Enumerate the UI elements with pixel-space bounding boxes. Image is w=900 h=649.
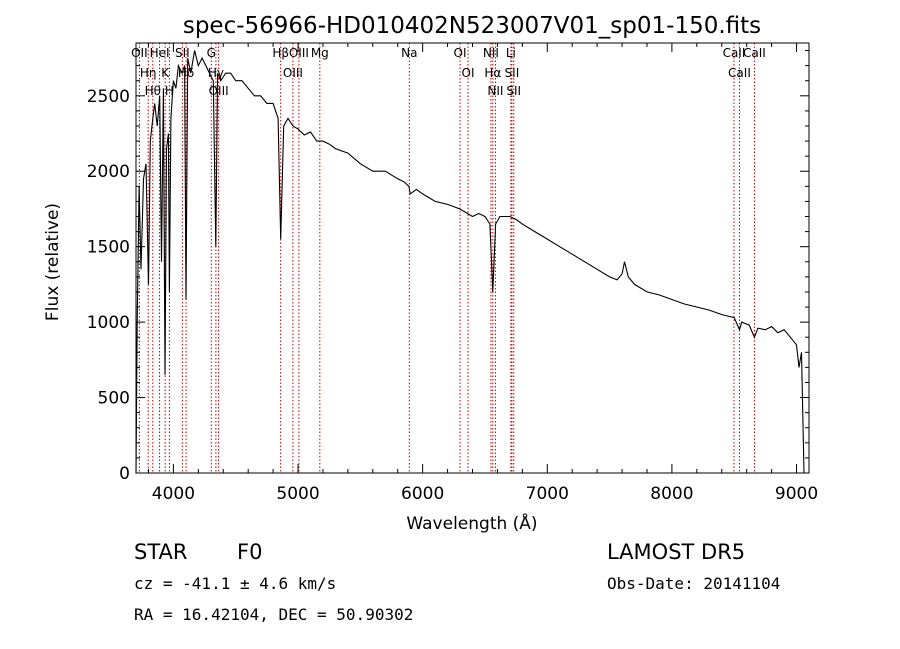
- spectral-line-label: CaII: [728, 66, 751, 80]
- spectrum-series-line: [135, 50, 805, 474]
- x-tick-label: 8000: [650, 484, 693, 504]
- object-subclass: F0: [237, 540, 262, 564]
- spectral-line-label: OII: [131, 46, 148, 60]
- plot-frame: [135, 42, 810, 474]
- y-axis-label: Flux (relative): [43, 203, 63, 321]
- spectral-line-label: SII: [175, 46, 190, 60]
- spectral-line-label: NII: [483, 46, 499, 60]
- spectral-line-label: OIII: [289, 46, 309, 60]
- x-tick-label: 4000: [152, 484, 195, 504]
- spectral-line-markers: [138, 43, 755, 473]
- obs-date: Obs-Date: 20141104: [607, 574, 780, 593]
- y-tick-label: 2500: [87, 87, 130, 107]
- spectral-line-label: Mg: [311, 46, 329, 60]
- spectral-line-label: Hη: [140, 66, 157, 80]
- x-axis-label: Wavelength (Å): [406, 512, 537, 534]
- spectral-line-label: CaII: [723, 46, 746, 60]
- spectral-line-label: SII: [505, 66, 520, 80]
- redshift-readout: cz = -41.1 ± 4.6 km/s: [134, 574, 336, 593]
- coordinates-readout: RA = 16.42104, DEC = 50.90302: [134, 605, 413, 624]
- spectral-line-label: OI: [462, 66, 475, 80]
- spectral-line-label: CaII: [743, 46, 766, 60]
- spectral-line-label: OIII: [283, 66, 303, 80]
- y-tick-label: 0: [119, 464, 130, 484]
- spectral-line-label: HeI: [150, 46, 170, 60]
- spectral-line-label: OI: [454, 46, 467, 60]
- x-tick-label: 9000: [775, 484, 818, 504]
- y-tick-label: 1500: [87, 238, 130, 258]
- spectral-line-label: K: [161, 66, 170, 80]
- spectral-line-label: OIII: [209, 84, 229, 98]
- spectral-line-label: Na: [401, 46, 417, 60]
- spectral-line-label: Hθ: [145, 84, 161, 98]
- y-axis-ticks: 0 500 1000 1500 2000 2500: [87, 50, 809, 484]
- spectral-line-label: Hα: [484, 66, 501, 80]
- x-tick-label: 6000: [401, 484, 444, 504]
- survey-label: LAMOST DR5: [607, 540, 745, 564]
- spectral-line-label: NII: [487, 84, 503, 98]
- y-tick-label: 500: [98, 389, 130, 409]
- spectral-line-label: Li: [506, 46, 516, 60]
- x-tick-label: 5000: [276, 484, 319, 504]
- object-class: STAR: [134, 540, 187, 564]
- spectral-line-label: G: [207, 46, 216, 60]
- y-tick-label: 1000: [87, 313, 130, 333]
- spectral-line-label: Hβ: [272, 46, 289, 60]
- x-tick-label: 7000: [526, 484, 569, 504]
- spectral-line-label: Hγ: [208, 66, 224, 80]
- chart-title: spec-56966-HD010402N523007V01_sp01-150.f…: [183, 13, 761, 39]
- y-tick-label: 2000: [87, 162, 130, 182]
- spectral-line-label: H: [165, 84, 174, 98]
- x-axis-ticks: 4000 5000 6000 7000 8000 9000: [147, 43, 818, 504]
- spectral-line-label: SII: [506, 84, 521, 98]
